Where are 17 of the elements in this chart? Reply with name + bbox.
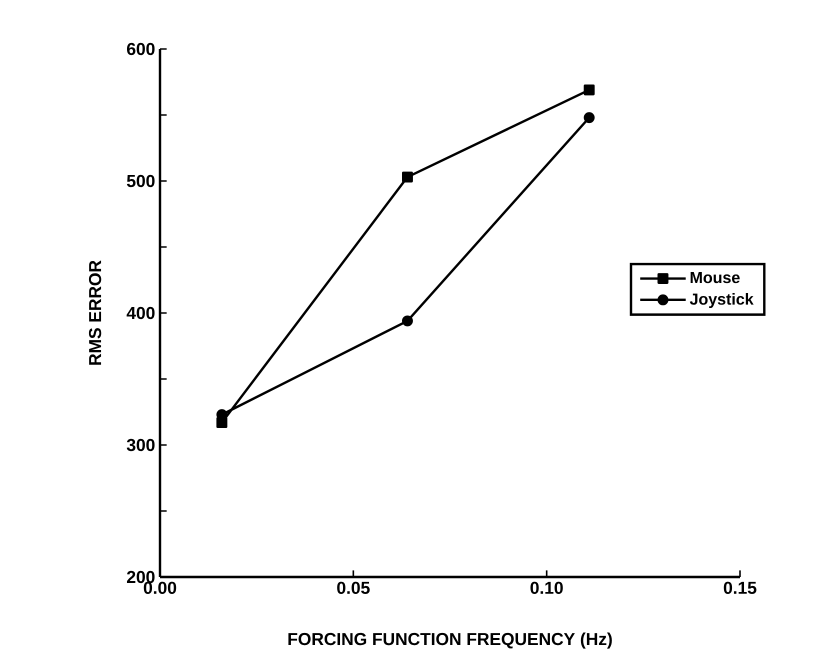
point <box>584 84 595 96</box>
x-tick-label: 0.05 <box>337 582 370 594</box>
x-tick-label: 0.10 <box>530 582 563 594</box>
point <box>402 172 413 182</box>
point <box>402 315 413 326</box>
y-tick-label: 600 <box>127 42 155 56</box>
y-tick-label: 400 <box>126 306 155 320</box>
x-tick-label: 0.00 <box>144 582 176 594</box>
legend-label: Joystick <box>690 293 754 308</box>
y-tick-label: 300 <box>126 438 155 452</box>
x-axis-title: FORCING FUNCTION FREQUENCY (Hz) <box>288 632 612 649</box>
legend-label: Mouse <box>690 272 740 284</box>
y-axis-title: RMS ERROR <box>88 260 102 365</box>
y-tick-label: 500 <box>126 174 155 188</box>
x-tick-label: 0.15 <box>724 582 756 594</box>
point <box>584 112 595 124</box>
y-tick-label: 200 <box>126 570 155 584</box>
